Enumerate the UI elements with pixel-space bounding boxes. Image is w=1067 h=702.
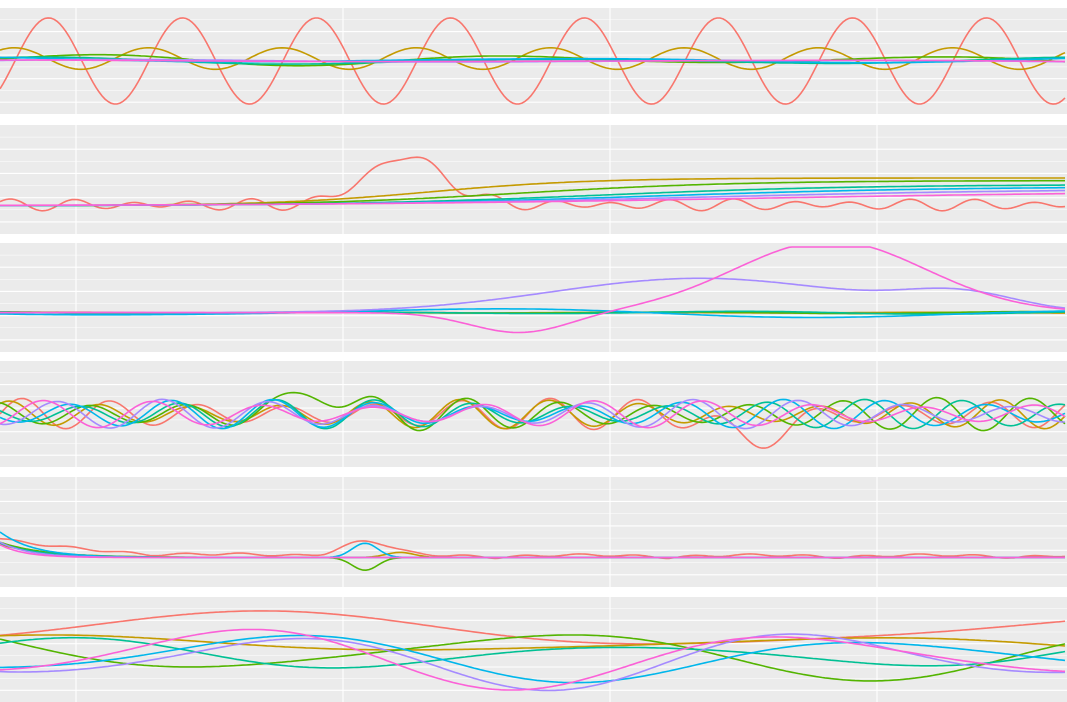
series-line-7: [0, 192, 1066, 207]
series-line-2: [0, 634, 1066, 651]
series-line-7: [0, 628, 1066, 691]
series-line-3: [0, 391, 1066, 432]
panel-background: [0, 477, 1067, 587]
panel-background: [0, 597, 1067, 702]
panel-6: [0, 597, 1067, 702]
series-line-1: [0, 156, 1066, 212]
panel-2: [0, 125, 1067, 234]
series-line-5: [0, 398, 1066, 430]
series-line-7: [0, 399, 1066, 429]
series-line-3: [0, 634, 1066, 682]
series-line-7: [0, 246, 1066, 334]
panel-1: [0, 8, 1067, 114]
series-line-6: [0, 398, 1066, 430]
series-line-5: [0, 308, 1066, 319]
series-line-7: [0, 544, 1065, 559]
series-line-2: [0, 46, 1066, 71]
panel-4: [0, 361, 1067, 467]
panel-background: [0, 243, 1067, 352]
panel-background: [0, 125, 1067, 234]
series-line-4: [0, 636, 1066, 669]
panel-3: [0, 243, 1067, 352]
panel-5: [0, 477, 1067, 587]
series-line-5: [0, 634, 1066, 684]
series-line-1: [0, 610, 1066, 645]
series-line-1: [0, 537, 1066, 560]
series-line-7: [0, 59, 1065, 63]
series-line-3: [0, 53, 1066, 67]
series-line-1: [0, 17, 1066, 105]
